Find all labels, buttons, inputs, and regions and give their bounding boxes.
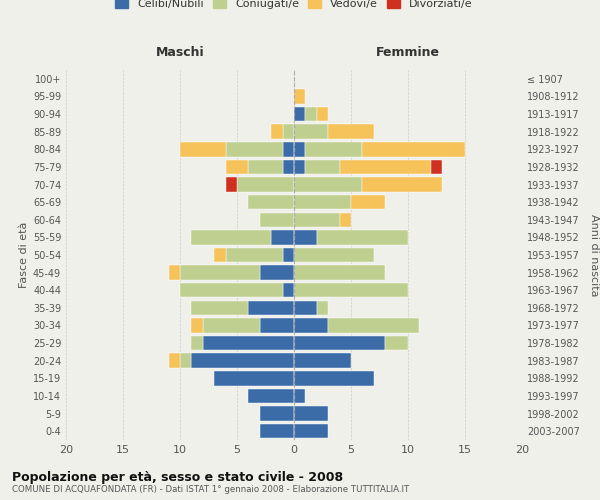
Bar	[203, 318, 260, 332]
Bar	[385, 336, 408, 350]
Bar	[283, 142, 294, 156]
Bar	[305, 107, 317, 122]
Bar	[226, 178, 237, 192]
Bar	[328, 124, 374, 139]
Bar	[294, 160, 305, 174]
Bar	[305, 142, 362, 156]
Bar	[431, 160, 442, 174]
Bar	[191, 318, 203, 332]
Bar	[283, 283, 294, 298]
Bar	[351, 195, 385, 210]
Y-axis label: Fasce di età: Fasce di età	[19, 222, 29, 288]
Bar	[271, 124, 283, 139]
Bar	[191, 230, 271, 244]
Bar	[271, 230, 294, 244]
Bar	[226, 160, 248, 174]
Bar	[362, 142, 465, 156]
Bar	[248, 300, 294, 315]
Bar	[237, 178, 294, 192]
Bar	[340, 160, 431, 174]
Bar	[294, 195, 351, 210]
Bar	[294, 266, 385, 280]
Bar	[294, 248, 374, 262]
Bar	[214, 248, 226, 262]
Bar	[191, 354, 294, 368]
Bar	[294, 142, 305, 156]
Bar	[294, 230, 317, 244]
Bar	[294, 124, 328, 139]
Bar	[294, 318, 328, 332]
Bar	[191, 300, 248, 315]
Bar	[340, 212, 351, 227]
Bar	[283, 248, 294, 262]
Text: Femmine: Femmine	[376, 46, 440, 60]
Bar	[248, 160, 283, 174]
Bar	[294, 336, 385, 350]
Bar	[328, 318, 419, 332]
Bar	[260, 424, 294, 438]
Bar	[294, 406, 328, 421]
Bar	[260, 318, 294, 332]
Bar	[294, 212, 340, 227]
Bar	[180, 142, 226, 156]
Bar	[248, 388, 294, 403]
Bar	[294, 300, 317, 315]
Bar	[180, 266, 260, 280]
Bar	[362, 178, 442, 192]
Bar	[169, 266, 180, 280]
Bar	[226, 142, 283, 156]
Bar	[260, 406, 294, 421]
Text: Popolazione per età, sesso e stato civile - 2008: Popolazione per età, sesso e stato civil…	[12, 471, 343, 484]
Bar	[203, 336, 294, 350]
Bar	[226, 248, 283, 262]
Legend: Celibi/Nubili, Coniugati/e, Vedovi/e, Divorziati/e: Celibi/Nubili, Coniugati/e, Vedovi/e, Di…	[111, 0, 477, 14]
Y-axis label: Anni di nascita: Anni di nascita	[589, 214, 599, 296]
Bar	[260, 212, 294, 227]
Bar	[294, 89, 305, 104]
Bar	[317, 107, 328, 122]
Bar	[180, 283, 283, 298]
Bar	[294, 354, 351, 368]
Bar	[294, 388, 305, 403]
Bar	[283, 124, 294, 139]
Bar	[248, 195, 294, 210]
Bar	[305, 160, 340, 174]
Bar	[294, 371, 374, 386]
Bar	[214, 371, 294, 386]
Text: Maschi: Maschi	[155, 46, 205, 60]
Bar	[169, 354, 180, 368]
Bar	[294, 424, 328, 438]
Bar	[180, 354, 191, 368]
Text: COMUNE DI ACQUAFONDATA (FR) - Dati ISTAT 1° gennaio 2008 - Elaborazione TUTTITAL: COMUNE DI ACQUAFONDATA (FR) - Dati ISTAT…	[12, 485, 409, 494]
Bar	[294, 107, 305, 122]
Bar	[317, 230, 408, 244]
Bar	[317, 300, 328, 315]
Bar	[294, 178, 362, 192]
Bar	[191, 336, 203, 350]
Bar	[260, 266, 294, 280]
Bar	[283, 160, 294, 174]
Bar	[294, 283, 408, 298]
